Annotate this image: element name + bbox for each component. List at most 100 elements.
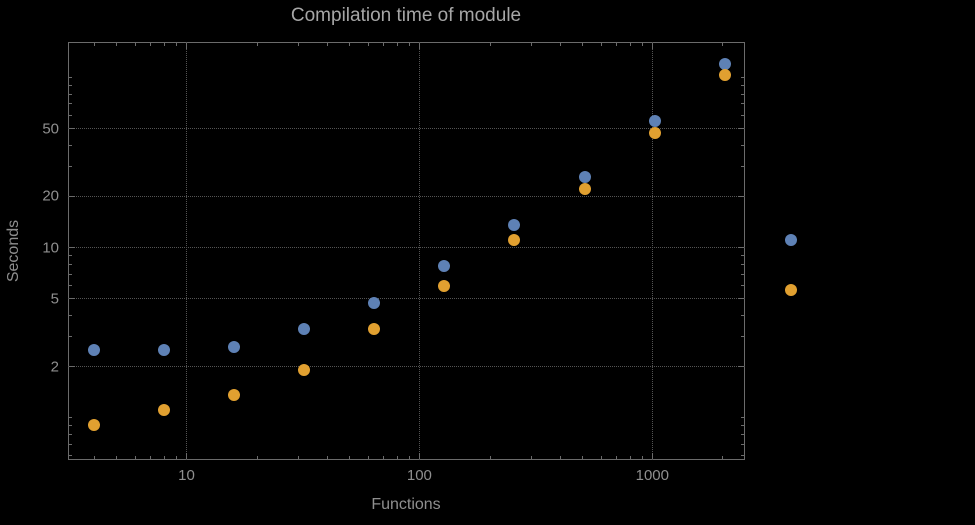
plot-area — [68, 42, 745, 460]
y-gridline — [68, 247, 745, 249]
data-point — [438, 280, 451, 293]
x-tick-mark — [616, 456, 618, 459]
data-point — [228, 340, 240, 353]
x-gridline — [652, 42, 654, 460]
x-tick-mark — [93, 456, 95, 459]
x-tick-mark — [175, 43, 177, 46]
x-tick-mark — [489, 43, 491, 46]
x-tick-mark — [383, 456, 385, 459]
x-tick-mark — [408, 456, 410, 459]
y-tick-mark — [69, 273, 72, 275]
data-point — [87, 343, 100, 356]
x-tick-mark — [641, 43, 643, 46]
y-tick-mark — [738, 128, 744, 130]
data-point — [648, 126, 661, 139]
data-point — [298, 363, 311, 376]
x-tick-mark — [186, 453, 188, 459]
y-tick-mark — [741, 263, 744, 265]
y-tick-mark — [69, 424, 72, 426]
x-tick-mark — [629, 43, 631, 46]
data-point — [508, 219, 521, 232]
y-gridline — [68, 366, 745, 367]
x-tick-mark — [349, 456, 351, 459]
legend-marker — [785, 284, 797, 296]
y-tick-mark — [738, 298, 744, 300]
y-tick-mark — [69, 454, 72, 456]
y-tick-mark — [741, 77, 744, 79]
legend-marker — [785, 234, 797, 246]
y-tick-mark — [69, 195, 75, 197]
y-tick-mark — [69, 114, 72, 116]
x-tick-mark — [367, 456, 369, 459]
x-tick-mark — [652, 453, 654, 459]
x-tick-mark — [722, 43, 724, 46]
y-tick-mark — [69, 417, 72, 419]
x-tick-mark — [349, 43, 351, 46]
x-tick-mark — [383, 43, 385, 46]
y-tick-mark — [69, 298, 75, 300]
x-tick-mark — [116, 43, 118, 46]
x-tick-mark — [408, 43, 410, 46]
x-tick-mark — [616, 43, 618, 46]
y-tick-mark — [741, 454, 744, 456]
y-tick-mark — [69, 144, 72, 146]
x-tick-mark — [134, 43, 136, 46]
x-tick-mark — [722, 456, 724, 459]
y-tick-mark — [741, 336, 744, 338]
data-point — [368, 323, 381, 336]
x-tick-mark — [559, 456, 561, 459]
x-tick-mark — [396, 456, 398, 459]
x-tick-mark — [582, 456, 584, 459]
x-tick-label: 1000 — [635, 467, 669, 484]
y-tick-mark — [69, 433, 72, 435]
y-tick-mark — [69, 366, 75, 367]
x-tick-mark — [419, 453, 421, 459]
y-tick-mark — [69, 284, 72, 286]
y-tick-mark — [741, 443, 744, 445]
x-tick-mark — [256, 43, 258, 46]
x-tick-mark — [652, 43, 654, 49]
x-tick-mark — [150, 43, 152, 46]
x-tick-mark — [150, 456, 152, 459]
y-tick-mark — [69, 336, 72, 338]
data-point — [157, 404, 170, 417]
chart-title: Compilation time of module — [290, 5, 522, 26]
y-tick-mark — [738, 247, 744, 249]
x-tick-mark — [629, 456, 631, 459]
y-tick-mark — [741, 284, 744, 286]
y-tick-mark — [738, 195, 744, 197]
y-tick-mark — [69, 166, 72, 168]
y-tick-mark — [69, 254, 72, 256]
x-tick-label: 10 — [178, 467, 195, 484]
y-tick-mark — [741, 84, 744, 86]
y-tick-mark — [69, 263, 72, 265]
y-gridline — [68, 298, 745, 300]
x-tick-mark — [297, 43, 299, 46]
y-tick-label: 2 — [50, 358, 59, 375]
y-tick-mark — [741, 166, 744, 168]
y-tick-mark — [741, 114, 744, 116]
x-tick-mark — [600, 456, 602, 459]
x-tick-mark — [326, 456, 328, 459]
data-point — [87, 418, 100, 431]
data-point — [718, 57, 731, 70]
y-gridline — [68, 195, 745, 197]
x-tick-mark — [600, 43, 602, 46]
data-point — [578, 170, 591, 183]
x-gridline — [186, 42, 188, 460]
y-tick-mark — [741, 433, 744, 435]
x-tick-mark — [396, 43, 398, 46]
data-point — [368, 296, 381, 309]
x-tick-mark — [367, 43, 369, 46]
data-point — [718, 68, 731, 81]
x-tick-mark — [163, 43, 165, 46]
data-point — [648, 115, 661, 128]
x-axis-label: Functions — [371, 496, 441, 513]
x-tick-mark — [256, 456, 258, 459]
x-tick-mark — [175, 456, 177, 459]
x-tick-mark — [186, 43, 188, 49]
y-tick-mark — [741, 144, 744, 146]
y-tick-mark — [741, 93, 744, 95]
y-tick-mark — [738, 366, 744, 367]
y-tick-mark — [69, 247, 75, 249]
